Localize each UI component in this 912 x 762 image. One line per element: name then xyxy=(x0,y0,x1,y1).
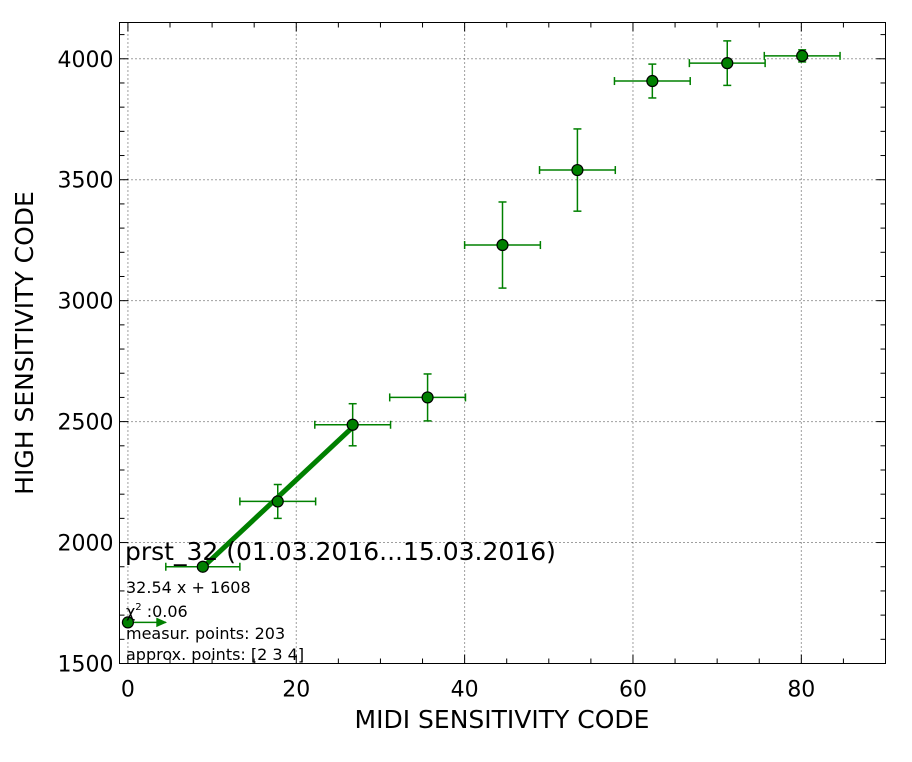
x-error-arrow xyxy=(156,617,168,628)
data-point-group xyxy=(388,373,467,422)
y-tick-label: 3500 xyxy=(58,169,114,194)
chi2-symbol: χ xyxy=(126,602,135,621)
data-point-marker xyxy=(196,560,209,573)
data-point-marker xyxy=(796,49,809,62)
data-point-group xyxy=(165,560,241,573)
data-point-group xyxy=(463,201,542,289)
annotation-chi2: χ2 :0.06 xyxy=(126,602,188,621)
data-point-marker xyxy=(346,418,359,431)
x-tick-label: 0 xyxy=(121,678,135,703)
y-tick-label: 1500 xyxy=(58,653,114,678)
data-point-group xyxy=(239,483,317,520)
annotation-measur-points: measur. points: 203 xyxy=(126,624,285,643)
x-tick-label: 20 xyxy=(282,678,310,703)
data-point-marker xyxy=(571,163,584,177)
chi2-superscript: 2 xyxy=(135,602,141,613)
grid xyxy=(119,22,886,664)
y-tick-label: 2500 xyxy=(58,411,114,436)
data-point-group xyxy=(121,616,168,629)
x-tick-label: 60 xyxy=(619,678,647,703)
x-axis-label: MIDI SENSITIVITY CODE xyxy=(355,705,650,734)
data-point-group xyxy=(314,402,392,447)
data-point-group xyxy=(688,40,766,87)
data-point-group xyxy=(538,128,617,212)
annotation-approx-points: approx. points: [2 3 4] xyxy=(126,645,304,664)
y-axis-label: HIGH SENSITIVITY CODE xyxy=(10,191,39,495)
data-points xyxy=(121,40,841,629)
data-point-marker xyxy=(421,391,434,404)
tick-labels: 0 20 40 60 80 1500 2000 2500 3000 3500 4000 xyxy=(58,48,816,703)
axis-ticks xyxy=(119,22,886,664)
annotation-equation: 32.54 x + 1608 xyxy=(126,578,251,597)
annotation-title: prst_32 (01.03.2016...15.03.2016) xyxy=(125,537,556,566)
data-point-marker xyxy=(496,238,509,252)
data-point-marker xyxy=(721,57,734,70)
y-tick-label: 4000 xyxy=(58,48,114,73)
data-point-marker xyxy=(271,495,284,508)
data-point-marker xyxy=(121,616,135,629)
x-tick-label: 40 xyxy=(451,678,479,703)
y-tick-label: 2000 xyxy=(58,532,114,557)
chi2-value: :0.06 xyxy=(142,602,188,621)
data-point-group xyxy=(763,49,841,63)
data-point-group xyxy=(613,63,691,99)
x-tick-label: 80 xyxy=(787,678,815,703)
data-point-marker xyxy=(646,74,659,88)
y-tick-label: 3000 xyxy=(58,290,114,315)
plot-frame xyxy=(119,22,886,664)
